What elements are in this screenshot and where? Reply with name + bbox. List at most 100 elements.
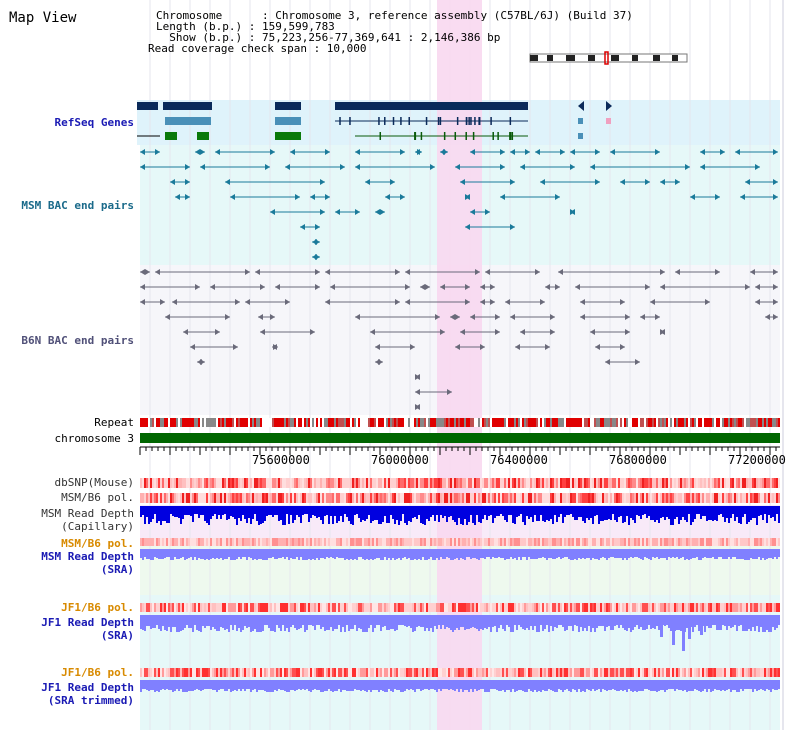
heat-cell (706, 538, 708, 546)
heat-cell (440, 603, 442, 612)
depth-bar (306, 506, 308, 514)
heat-cell (640, 478, 642, 488)
repeat-segment (330, 418, 332, 427)
depth-bar (258, 549, 260, 559)
heat-cell (662, 538, 664, 546)
depth-bar (500, 506, 502, 514)
depth-bar (646, 615, 648, 629)
heat-cell (390, 538, 392, 546)
heat-cell (334, 603, 336, 612)
depth-bar (648, 615, 650, 625)
depth-bar (494, 549, 496, 558)
heat-cell (492, 538, 494, 546)
heat-cell (716, 538, 718, 546)
depth-bar (562, 680, 564, 692)
heat-cell (462, 538, 464, 546)
repeat-segment (406, 418, 408, 427)
depth-bar (276, 549, 278, 559)
heat-cell (452, 478, 454, 488)
depth-bar (590, 506, 592, 518)
heat-cell (468, 603, 470, 612)
heat-cell (704, 493, 706, 503)
depth-bar (444, 680, 446, 689)
repeat-segment (732, 418, 734, 427)
depth-bar (508, 680, 510, 690)
heat-cell (264, 493, 266, 503)
track-label-msm-bac[interactable]: MSM BAC end pairs (21, 199, 134, 212)
axis-tick-label: 76000000 (371, 453, 429, 467)
repeat-segment (310, 418, 312, 427)
depth-bar (254, 549, 256, 559)
track-label-refseq-genes[interactable]: RefSeq Genes (54, 116, 134, 129)
heat-cell (620, 478, 622, 488)
depth-bar (430, 615, 432, 628)
heat-cell (624, 493, 626, 503)
repeat-segment (380, 418, 382, 427)
depth-bar (418, 549, 420, 559)
depth-bar (448, 680, 450, 690)
heat-cell (642, 538, 644, 546)
heat-cell (194, 493, 196, 503)
depth-bar (600, 680, 602, 692)
repeat-segment (708, 418, 710, 427)
depth-bar (198, 549, 200, 558)
heat-cell (420, 603, 422, 612)
depth-bar (224, 549, 226, 559)
depth-bar (404, 680, 406, 691)
track-label-msm-depth-sra: MSM Read Depth (41, 550, 134, 563)
heat-cell (334, 478, 336, 488)
depth-bar (324, 506, 326, 516)
depth-bar (240, 615, 242, 632)
heat-cell (282, 478, 284, 488)
heat-cell (538, 603, 540, 612)
depth-bar (732, 506, 734, 514)
depth-bar (548, 615, 550, 632)
ideogram-marker (604, 51, 609, 65)
heat-cell (400, 668, 402, 677)
bac-end-marker (755, 284, 760, 290)
heat-cell (654, 668, 656, 677)
heat-cell (322, 668, 324, 677)
heat-cell (294, 603, 296, 612)
heat-cell (424, 493, 426, 503)
heat-cell (510, 668, 512, 677)
depth-bar (402, 506, 404, 514)
track-label-b6n-bac[interactable]: B6N BAC end pairs (21, 334, 134, 347)
heat-cell (438, 668, 440, 677)
heat-cell (202, 603, 204, 612)
depth-bar (458, 549, 460, 560)
heat-cell (742, 538, 744, 546)
depth-bar (344, 615, 346, 632)
depth-bar (748, 615, 750, 629)
depth-bar (260, 680, 262, 690)
heat-cell (366, 538, 368, 546)
repeat-segment (312, 418, 314, 427)
heat-cell (698, 538, 700, 546)
bac-end-marker (558, 269, 563, 275)
axis-tick-label: 76800000 (609, 453, 667, 467)
depth-bar (674, 549, 676, 558)
heat-cell (172, 478, 174, 488)
heat-cell (500, 603, 502, 612)
heat-cell (702, 493, 704, 503)
heat-cell (278, 478, 280, 488)
bac-end-marker (570, 149, 575, 155)
heat-cell (224, 478, 226, 488)
repeat-segment (338, 418, 340, 427)
depth-bar (654, 680, 656, 691)
depth-bar (274, 549, 276, 559)
heat-cell (290, 478, 292, 488)
depth-bar (586, 680, 588, 689)
depth-bar (412, 506, 414, 518)
heat-cell (302, 478, 304, 488)
depth-bar (282, 549, 284, 557)
heat-cell (732, 668, 734, 677)
repeat-segment (262, 418, 264, 427)
heat-cell (308, 493, 310, 503)
depth-bar (252, 549, 254, 560)
heat-cell (378, 538, 380, 546)
depth-bar (176, 680, 178, 689)
heat-cell (192, 603, 194, 612)
heat-cell (580, 493, 582, 503)
